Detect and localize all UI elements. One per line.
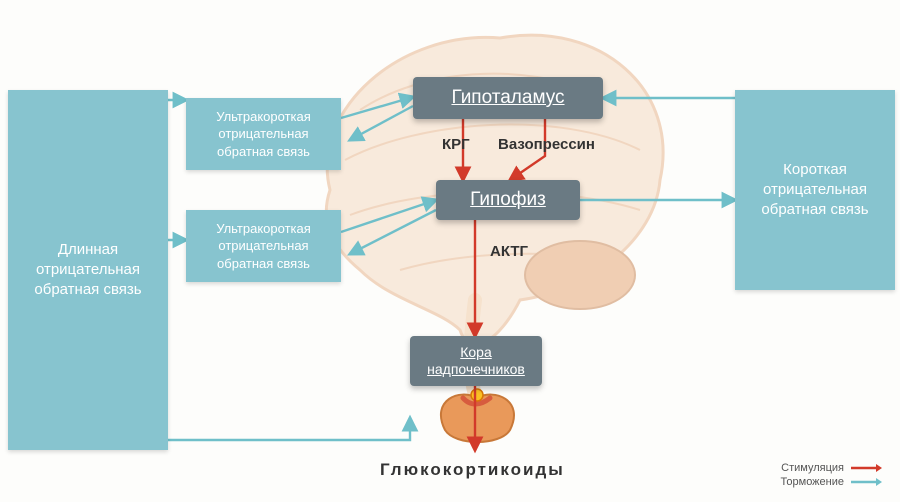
node-label: Гипофиз [470, 188, 546, 212]
arrow-long-in [168, 418, 410, 440]
panel-label: Ультракороткаяотрицательнаяобратная связ… [216, 108, 311, 161]
panel-label: Ультракороткаяотрицательнаяобратная связ… [216, 220, 311, 273]
legend: Стимуляция Торможение [781, 460, 882, 488]
legend-stimulation: Стимуляция [781, 462, 882, 474]
panel-long-negative-feedback: Длиннаяотрицательнаяобратная связь [8, 90, 168, 450]
arrow-ultra1-to-hyp [341, 97, 413, 118]
panel-label: Длиннаяотрицательнаяобратная связь [34, 240, 141, 301]
node-label: Коранадпочечников [427, 344, 525, 379]
arrow-ultra2-to-pit [341, 200, 436, 232]
legend-label: Торможение [781, 476, 844, 488]
node-pituitary: Гипофиз [436, 180, 580, 220]
panel-ultrashort-1: Ультракороткаяотрицательнаяобратная связ… [186, 98, 341, 170]
legend-arrow-inhib-icon [850, 477, 882, 487]
label-crh: КРГ [442, 136, 470, 153]
panel-label: Короткаяотрицательнаяобратная связь [761, 160, 868, 221]
legend-arrow-stim-icon [850, 463, 882, 473]
label-vasopressin: Вазопрессин [498, 136, 595, 153]
legend-inhibition: Торможение [781, 476, 882, 488]
label-acth: АКТГ [490, 243, 528, 260]
label-glucocorticoids: Глюкокортикоиды [380, 460, 565, 480]
panel-short-negative-feedback: Короткаяотрицательнаяобратная связь [735, 90, 895, 290]
panel-ultrashort-2: Ультракороткаяотрицательнаяобратная связ… [186, 210, 341, 282]
node-adrenal-cortex: Коранадпочечников [410, 336, 542, 386]
node-label: Гипоталамус [451, 86, 564, 110]
diagram-canvas: Длиннаяотрицательнаяобратная связь Корот… [0, 0, 900, 502]
arrow-hyp-to-ultra1 [350, 106, 413, 140]
legend-label: Стимуляция [781, 462, 844, 474]
arrow-pit-to-ultra2 [350, 210, 436, 254]
node-hypothalamus: Гипоталамус [413, 77, 603, 119]
